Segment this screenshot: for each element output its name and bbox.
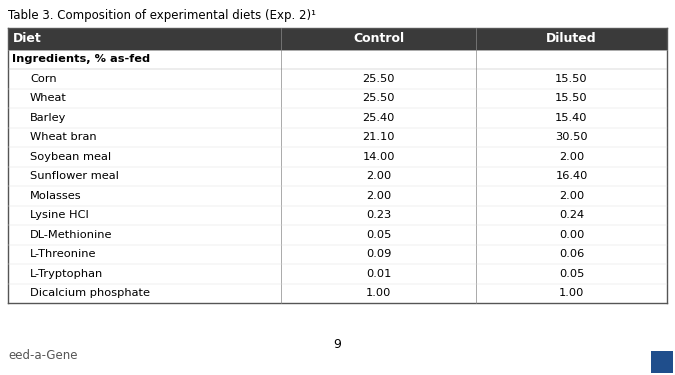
Text: Control: Control	[353, 33, 404, 45]
Text: 0.00: 0.00	[559, 230, 584, 240]
Text: 15.50: 15.50	[555, 93, 588, 103]
Text: 15.40: 15.40	[556, 113, 588, 123]
Text: 0.24: 0.24	[559, 210, 584, 220]
Text: Corn: Corn	[30, 74, 57, 84]
Text: 25.40: 25.40	[362, 113, 395, 123]
Text: Table 3. Composition of experimental diets (Exp. 2)¹: Table 3. Composition of experimental die…	[8, 9, 316, 22]
Text: 15.50: 15.50	[555, 74, 588, 84]
Text: 0.06: 0.06	[559, 249, 584, 259]
Text: Diluted: Diluted	[546, 33, 597, 45]
Text: 0.09: 0.09	[366, 249, 392, 259]
Text: 2.00: 2.00	[366, 171, 392, 181]
Text: 1.00: 1.00	[366, 288, 392, 298]
Text: 16.40: 16.40	[556, 171, 588, 181]
Text: L-Threonine: L-Threonine	[30, 249, 97, 259]
Text: Diet: Diet	[13, 33, 42, 45]
Text: 30.50: 30.50	[555, 132, 588, 142]
Text: Sunflower meal: Sunflower meal	[30, 171, 119, 181]
Text: 2.00: 2.00	[559, 191, 584, 201]
Text: eed-a-Gene: eed-a-Gene	[8, 349, 78, 362]
Text: Ingredients, % as-fed: Ingredients, % as-fed	[12, 54, 150, 64]
Bar	[651, 351, 673, 373]
Text: 21.10: 21.10	[362, 132, 395, 142]
Text: 9: 9	[333, 339, 342, 351]
Text: Molasses: Molasses	[30, 191, 82, 201]
Text: Soybean meal: Soybean meal	[30, 152, 111, 162]
Text: 0.05: 0.05	[559, 269, 584, 279]
Bar	[8, 28, 667, 50]
Text: Wheat bran: Wheat bran	[30, 132, 97, 142]
Text: 0.05: 0.05	[366, 230, 392, 240]
Text: DL-Methionine: DL-Methionine	[30, 230, 113, 240]
Text: 14.00: 14.00	[362, 152, 395, 162]
Text: Barley: Barley	[30, 113, 66, 123]
Text: 0.23: 0.23	[366, 210, 392, 220]
Text: 1.00: 1.00	[559, 288, 584, 298]
Text: Lysine HCl: Lysine HCl	[30, 210, 88, 220]
Text: L-Tryptophan: L-Tryptophan	[30, 269, 103, 279]
Text: 2.00: 2.00	[559, 152, 584, 162]
Text: Wheat: Wheat	[30, 93, 67, 103]
Text: Dicalcium phosphate: Dicalcium phosphate	[30, 288, 150, 298]
Text: 0.01: 0.01	[366, 269, 392, 279]
Text: 2.00: 2.00	[366, 191, 392, 201]
Text: 25.50: 25.50	[362, 74, 395, 84]
Text: 25.50: 25.50	[362, 93, 395, 103]
